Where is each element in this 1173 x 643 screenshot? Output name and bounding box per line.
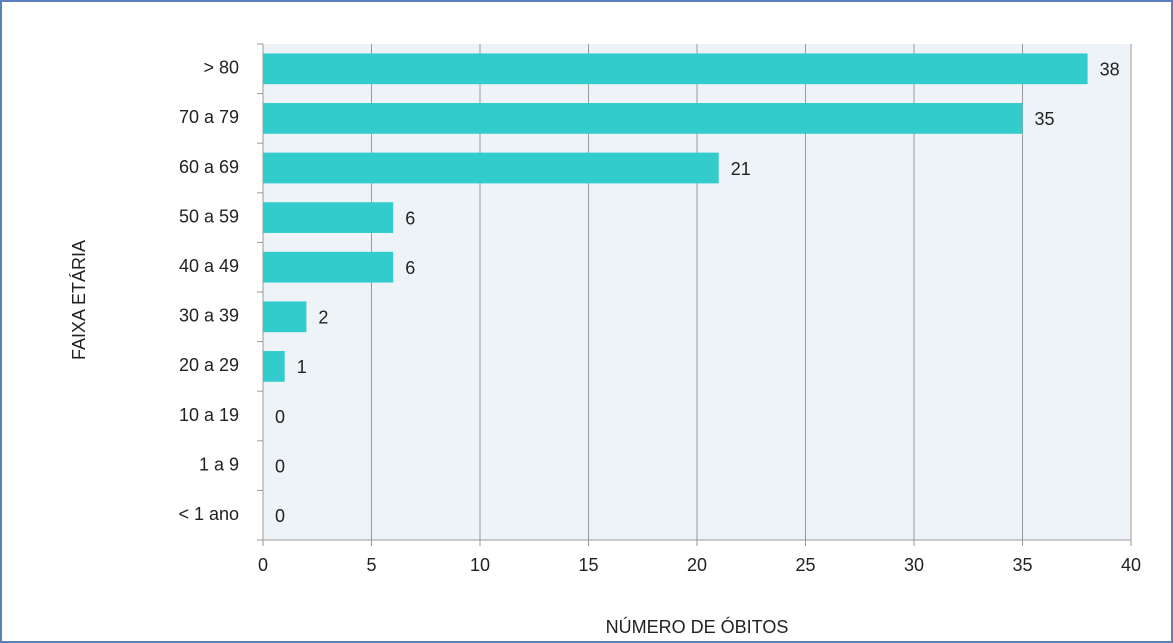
bar [263,152,719,184]
y-tick-label: 10 a 19 [179,405,239,425]
x-tick-label: 5 [366,555,376,575]
data-label: 1 [297,357,307,377]
data-label: 0 [275,407,285,427]
bar [263,53,1088,85]
bar [263,301,307,333]
bar [263,103,1023,134]
y-tick-label: 20 a 29 [179,355,239,375]
bar [263,351,285,382]
x-axis-title: NÚMERO DE ÓBITOS [606,616,789,637]
y-tick-label: 70 a 79 [179,107,239,127]
data-label: 0 [275,456,285,476]
data-label: 38 [1100,60,1120,80]
data-label: 0 [275,506,285,526]
y-tick-label: 30 a 39 [179,306,239,326]
bar [263,251,394,283]
y-tick-label: < 1 ano [178,504,239,524]
bar [263,202,394,233]
y-tick-label: 40 a 49 [179,256,239,276]
x-tick-label: 15 [578,555,598,575]
y-tick-label: 1 a 9 [199,454,239,474]
x-tick-label: 40 [1121,555,1141,575]
data-label: 35 [1035,109,1055,129]
x-tick-label: 20 [687,555,707,575]
y-tick-label: 60 a 69 [179,157,239,177]
x-tick-label: 30 [904,555,924,575]
data-label: 6 [405,258,415,278]
x-tick-label: 0 [258,555,268,575]
data-label: 21 [731,159,751,179]
y-tick-label: > 80 [203,58,239,78]
x-tick-label: 10 [470,555,490,575]
data-label: 6 [405,208,415,228]
y-axis-title: FAIXA ETÁRIA [69,240,89,360]
y-tick-label: 50 a 59 [179,206,239,226]
x-tick-label: 35 [1012,555,1032,575]
data-label: 2 [318,308,328,328]
x-tick-label: 25 [795,555,815,575]
